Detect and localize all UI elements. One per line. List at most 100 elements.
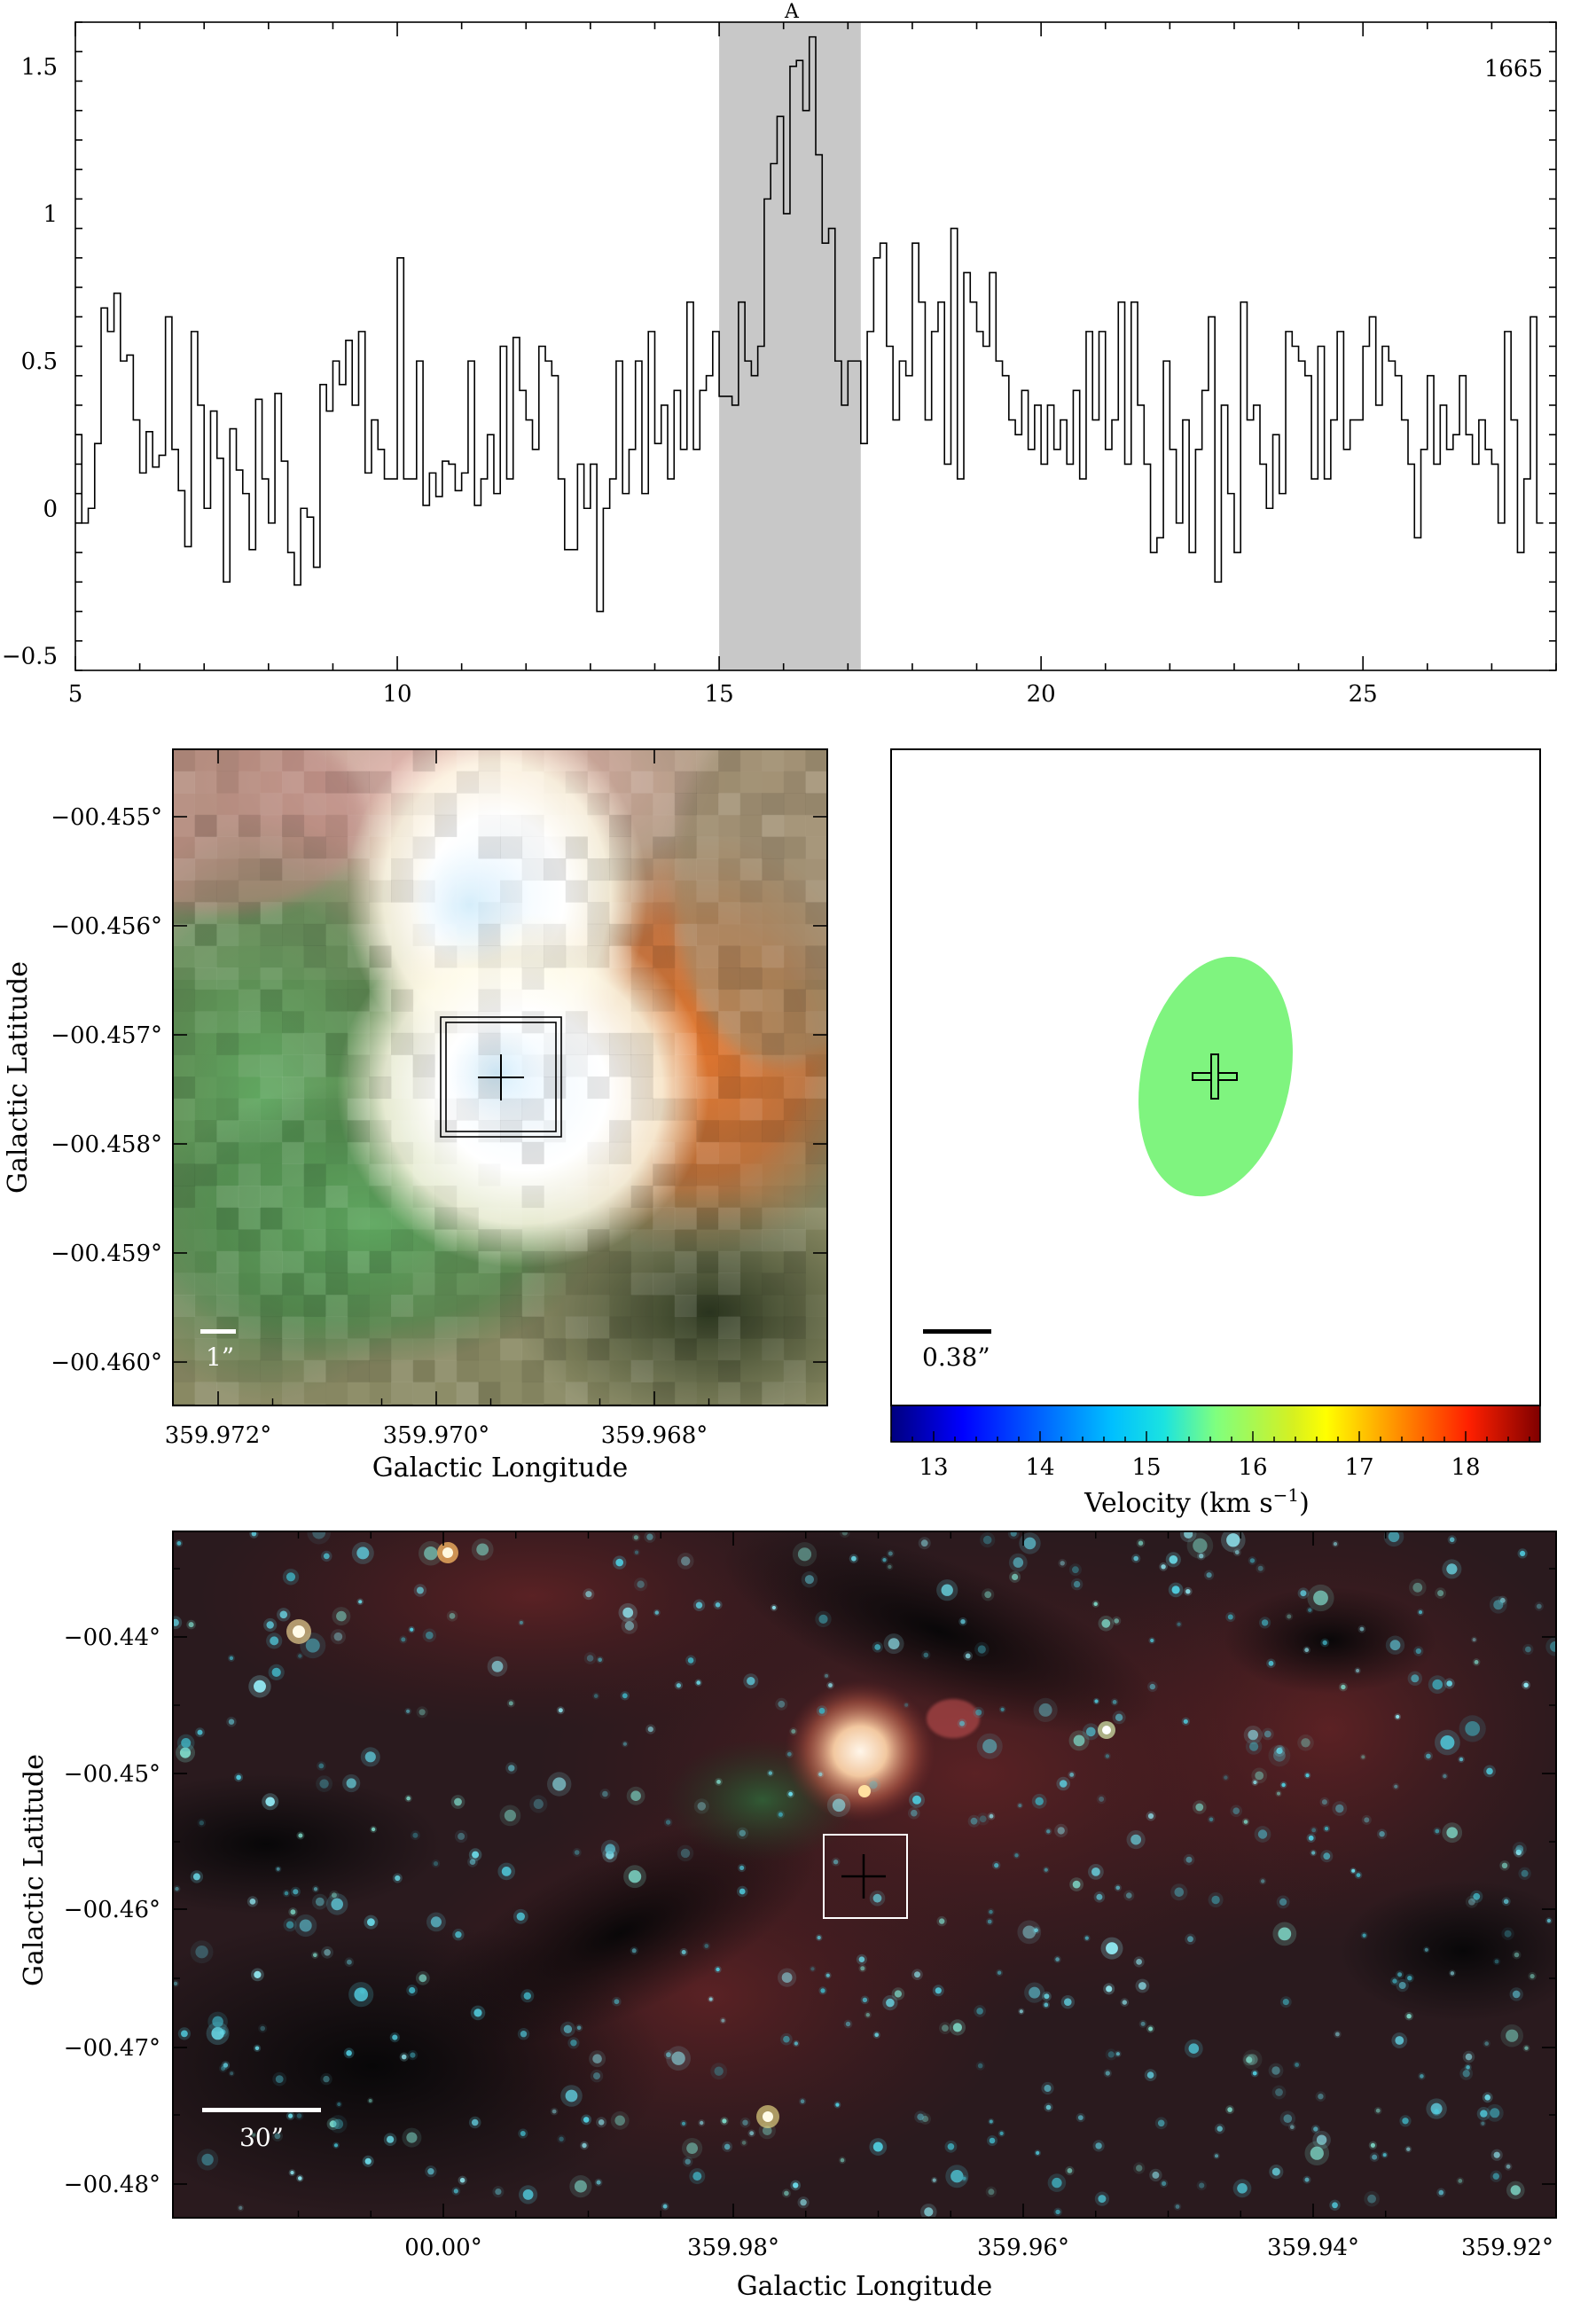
y-tick-label: −00.48° — [64, 2172, 160, 2198]
map-pixel — [762, 814, 785, 837]
map-pixel — [718, 858, 740, 881]
star — [749, 2131, 755, 2136]
map-pixel — [784, 902, 806, 924]
map-pixel — [391, 880, 414, 903]
star — [628, 1870, 642, 1883]
star — [453, 2188, 458, 2194]
map-pixel — [587, 1054, 610, 1077]
map-pixel — [325, 1032, 348, 1055]
map-pixel — [783, 1272, 806, 1296]
star — [1217, 2126, 1223, 2132]
star — [692, 2172, 702, 2181]
star-halo — [1256, 1563, 1265, 1574]
star — [1440, 1735, 1455, 1750]
map-pixel — [216, 1054, 239, 1077]
map-pixel — [500, 1251, 522, 1273]
map-pixel — [282, 1163, 305, 1186]
star — [315, 1897, 325, 1907]
x-tick-label: 359.92° — [1461, 2235, 1553, 2261]
map-pixel — [739, 923, 763, 946]
map-pixel — [783, 1207, 806, 1230]
map-pixel — [784, 1163, 806, 1186]
map-pixel — [784, 858, 806, 881]
map-pixel — [609, 923, 632, 946]
map-pixel — [784, 967, 806, 990]
map-pixel — [762, 793, 785, 816]
map-pixel — [762, 1099, 784, 1121]
map-pixel — [304, 1011, 326, 1033]
star — [1430, 2102, 1443, 2115]
map-pixel — [544, 814, 567, 837]
maser-cross-marker — [1192, 1053, 1238, 1100]
map-pixel — [674, 1272, 697, 1296]
x-tick-label: 359.970° — [383, 1422, 490, 1449]
map-pixel — [675, 990, 697, 1012]
star — [665, 1820, 671, 1825]
map-pixel — [434, 836, 457, 858]
star — [704, 1944, 709, 1948]
star — [1499, 1597, 1506, 1603]
left-map-x-ticks: 359.972° 359.970° 359.968° — [165, 749, 710, 1449]
star — [1407, 1976, 1412, 1981]
star — [1038, 1703, 1052, 1717]
map-pixel — [347, 1250, 370, 1273]
star-halo — [1242, 2049, 1263, 2070]
map-pixel — [347, 814, 370, 837]
map-pixel — [457, 1272, 479, 1295]
map-pixel — [565, 1229, 588, 1252]
star — [1275, 2088, 1283, 2096]
star-halo — [967, 1814, 981, 1828]
map-pixel — [762, 1032, 785, 1055]
map-pixel — [260, 1077, 283, 1100]
map-pixel — [282, 749, 304, 771]
star — [602, 1790, 608, 1797]
map-pixel — [325, 989, 348, 1012]
star-halo — [1138, 2019, 1147, 2028]
star — [458, 1832, 466, 1840]
star — [800, 2199, 807, 2206]
map-pixel — [260, 1099, 282, 1121]
star — [1227, 2107, 1232, 2112]
spectrum-y-ticks: −0.500.511.5 — [2, 21, 1556, 671]
map-pixel — [609, 1163, 632, 1186]
source-box — [440, 1016, 562, 1138]
map-pixel — [762, 1011, 784, 1033]
map-pixel — [173, 814, 196, 837]
star — [1486, 1767, 1493, 1775]
star — [1115, 1885, 1121, 1891]
star — [585, 1591, 592, 1598]
map-pixel — [805, 1272, 827, 1295]
map-pixel — [674, 814, 697, 837]
map-pixel — [762, 771, 784, 794]
map-pixel — [238, 858, 261, 881]
star — [939, 1918, 945, 1924]
map-pixel — [805, 836, 827, 859]
map-pixel — [347, 1338, 370, 1361]
star — [337, 2102, 341, 2107]
map-pixel — [456, 1382, 479, 1405]
map-pixel — [631, 749, 653, 771]
star — [1278, 1927, 1292, 1941]
star — [516, 1912, 525, 1921]
star — [942, 2024, 949, 2032]
map-pixel — [478, 836, 501, 859]
map-pixel — [238, 1098, 261, 1121]
map-pixel — [216, 771, 239, 794]
star — [1162, 2181, 1167, 2186]
map-pixel — [391, 793, 414, 816]
star — [1215, 2154, 1218, 2158]
map-pixel — [369, 967, 392, 990]
star — [874, 1644, 881, 1650]
map-pixel — [260, 945, 282, 967]
map-pixel — [522, 749, 544, 771]
map-pixel — [347, 1382, 370, 1405]
star — [1234, 1550, 1240, 1554]
star — [260, 2025, 266, 2032]
map-pixel — [587, 881, 609, 903]
star — [254, 2046, 260, 2051]
star — [739, 1829, 746, 1836]
star-halo — [823, 1672, 830, 1680]
map-pixel — [412, 1032, 435, 1055]
map-pixel — [282, 1054, 305, 1077]
star — [275, 2075, 284, 2084]
